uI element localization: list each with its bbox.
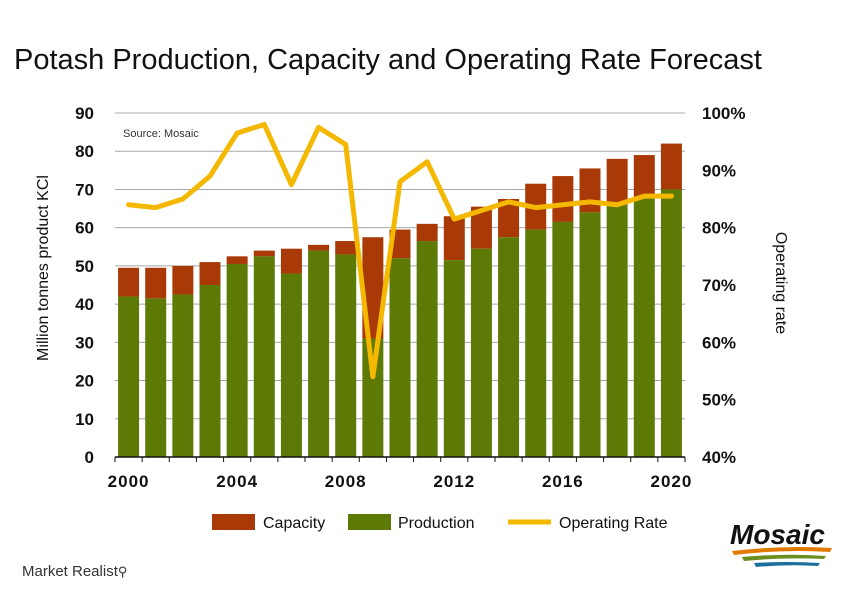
legend-production-label: Production [398, 515, 475, 532]
y-axis-label: Million tonnes product KCl [35, 175, 52, 361]
operating-rate-line [126, 121, 674, 380]
y-tick-label: 30 [75, 333, 94, 352]
y2-tick-label: 90% [702, 161, 736, 180]
y-tick-label: 50 [75, 257, 94, 276]
production-bar [633, 197, 655, 458]
operating-rate-line-group [126, 121, 674, 380]
capacity-bar [498, 199, 520, 238]
legend-capacity-swatch [212, 514, 255, 530]
production-bar [525, 229, 547, 457]
legend: Capacity Production Operating Rate [212, 514, 668, 532]
production-bar [362, 338, 384, 457]
legend-production-swatch [348, 514, 391, 530]
legend-operating-rate-label: Operating Rate [559, 515, 668, 532]
production-bar [145, 298, 167, 457]
y-tick-label: 40 [75, 295, 94, 314]
production-bar [172, 294, 194, 457]
x-tick-label: 2020 [651, 472, 693, 491]
logo-wordmark: Mosaic [730, 519, 825, 550]
y-tick-label: 60 [75, 219, 94, 238]
y-tick-label: 0 [85, 448, 94, 467]
capacity-bar [416, 223, 438, 242]
production-bar [443, 260, 465, 457]
production-bar [118, 296, 140, 457]
capacity-bar [280, 248, 302, 274]
x-tick-label: 2016 [542, 472, 584, 491]
capacity-bar [172, 265, 194, 295]
capacity-bar [660, 143, 682, 190]
production-bar [552, 221, 574, 457]
legend-capacity-label: Capacity [263, 515, 325, 532]
production-bar [606, 204, 628, 457]
production-bar [280, 273, 302, 457]
production-bar [416, 241, 438, 457]
production-bar [579, 212, 601, 457]
y2-tick-label: 50% [702, 391, 736, 410]
y2-tick-label: 60% [702, 333, 736, 352]
capacity-bar [226, 256, 248, 264]
capacity-bar [552, 176, 574, 222]
logo-swoosh-blue [754, 562, 820, 567]
logo-swoosh-orange [732, 547, 832, 555]
capacity-bar [606, 158, 628, 205]
x-tick-label: 2004 [216, 472, 258, 491]
production-bar [335, 254, 357, 457]
production-bar [308, 250, 330, 457]
magnifier-icon: ⚲ [117, 564, 128, 579]
capacity-bar [443, 216, 465, 261]
production-bar [470, 248, 492, 457]
production-bar [389, 258, 411, 457]
y2-axis-label: Operating rate [772, 232, 789, 334]
x-tick-label: 2012 [433, 472, 475, 491]
capacity-bar [470, 206, 492, 249]
capacity-bar [199, 262, 221, 285]
capacity-bar [308, 244, 330, 251]
mosaic-logo: Mosaic [730, 519, 832, 567]
axes: 0 10 20 30 40 50 60 70 80 90 40% 50% 60% 70% 80% 90% 100… [75, 104, 745, 491]
x-tick-label: 2000 [108, 472, 150, 491]
y-tick-label: 70 [75, 180, 94, 199]
chart-title: Potash Production, Capacity and Operatin… [14, 44, 762, 76]
capacity-bar [579, 168, 601, 213]
y-tick-label: 90 [75, 104, 94, 123]
brand-text: Market Realist [22, 563, 118, 580]
y2-tick-label: 100% [702, 104, 745, 123]
y2-tick-label: 70% [702, 276, 736, 295]
bars [118, 143, 682, 458]
capacity-bar [145, 267, 167, 299]
production-bar [226, 263, 248, 457]
y-tick-label: 80 [75, 142, 94, 161]
market-realist-brand: Market Realist⚲ [22, 563, 127, 580]
y2-tick-label: 40% [702, 448, 736, 467]
y2-tick-label: 80% [702, 219, 736, 238]
capacity-bar [633, 155, 655, 198]
production-bar [498, 237, 520, 457]
capacity-bar [253, 250, 275, 257]
production-bar [199, 285, 221, 457]
logo-swoosh-green [742, 554, 826, 561]
production-bar [660, 189, 682, 457]
y-tick-label: 10 [75, 410, 94, 429]
capacity-bar [335, 241, 357, 255]
capacity-bar [118, 267, 140, 297]
source-annotation: Source: Mosaic [123, 128, 199, 140]
production-bar [253, 256, 275, 457]
y-tick-label: 20 [75, 372, 94, 391]
x-tick-label: 2008 [325, 472, 367, 491]
